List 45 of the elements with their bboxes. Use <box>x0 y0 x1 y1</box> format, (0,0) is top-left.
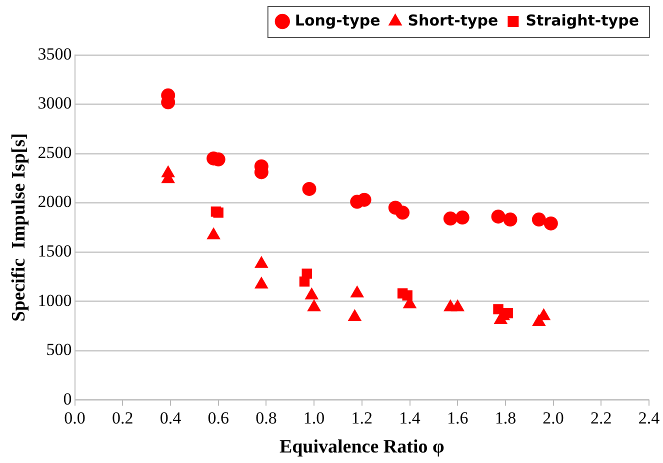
x-tick-label: 1.2 <box>351 408 373 428</box>
point <box>451 300 464 312</box>
x-tick-label: 1.6 <box>446 408 468 428</box>
point <box>503 212 518 227</box>
point <box>302 182 316 196</box>
y-tick-label: 2500 <box>38 142 72 162</box>
point <box>213 208 224 218</box>
legend-label: Straight-type <box>526 11 640 30</box>
legend-label: Short-type <box>408 11 498 30</box>
y-tick-label: 500 <box>46 340 72 360</box>
y-tick-label: 1500 <box>38 241 72 260</box>
point <box>455 210 470 225</box>
y-axis-title: Specific Impulse Isp[s] <box>8 133 30 322</box>
x-tick-label: 0.0 <box>64 408 86 428</box>
x-tick-label: 2.0 <box>542 408 564 428</box>
legend-label: Long-type <box>294 11 380 30</box>
y-tick-label: 0 <box>63 389 72 408</box>
x-tick-label: 2.2 <box>590 408 612 428</box>
x-axis-title: Equivalence Ratio φ <box>279 436 444 458</box>
x-tick-label: 0.4 <box>160 408 182 428</box>
x-tick-label: 0.2 <box>112 408 134 428</box>
point <box>254 277 268 289</box>
point <box>305 288 318 300</box>
point <box>491 210 506 224</box>
x-tick-label: 0.6 <box>208 408 229 428</box>
y-tick-label: 3500 <box>38 44 72 64</box>
point <box>532 212 546 227</box>
y-tick-label: 2000 <box>38 192 72 212</box>
x-tick-label: 2.4 <box>638 408 660 428</box>
x-tick-label: 1.8 <box>494 408 516 428</box>
point <box>357 192 372 207</box>
point <box>307 300 321 312</box>
x-tick-label: 0.8 <box>256 408 277 428</box>
x-tick-label: 1.0 <box>303 408 325 428</box>
point <box>544 216 558 230</box>
point <box>207 228 220 240</box>
point <box>348 310 362 322</box>
point <box>350 286 364 298</box>
point <box>443 212 458 226</box>
point <box>396 206 410 220</box>
point <box>299 276 310 287</box>
y-tick-label: 1000 <box>38 290 72 310</box>
point <box>254 256 268 268</box>
x-tick-label: 1.4 <box>399 408 421 428</box>
y-tick-label: 3000 <box>38 94 72 113</box>
